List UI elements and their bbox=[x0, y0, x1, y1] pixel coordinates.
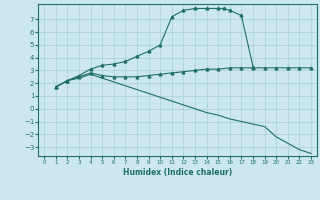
X-axis label: Humidex (Indice chaleur): Humidex (Indice chaleur) bbox=[123, 168, 232, 177]
